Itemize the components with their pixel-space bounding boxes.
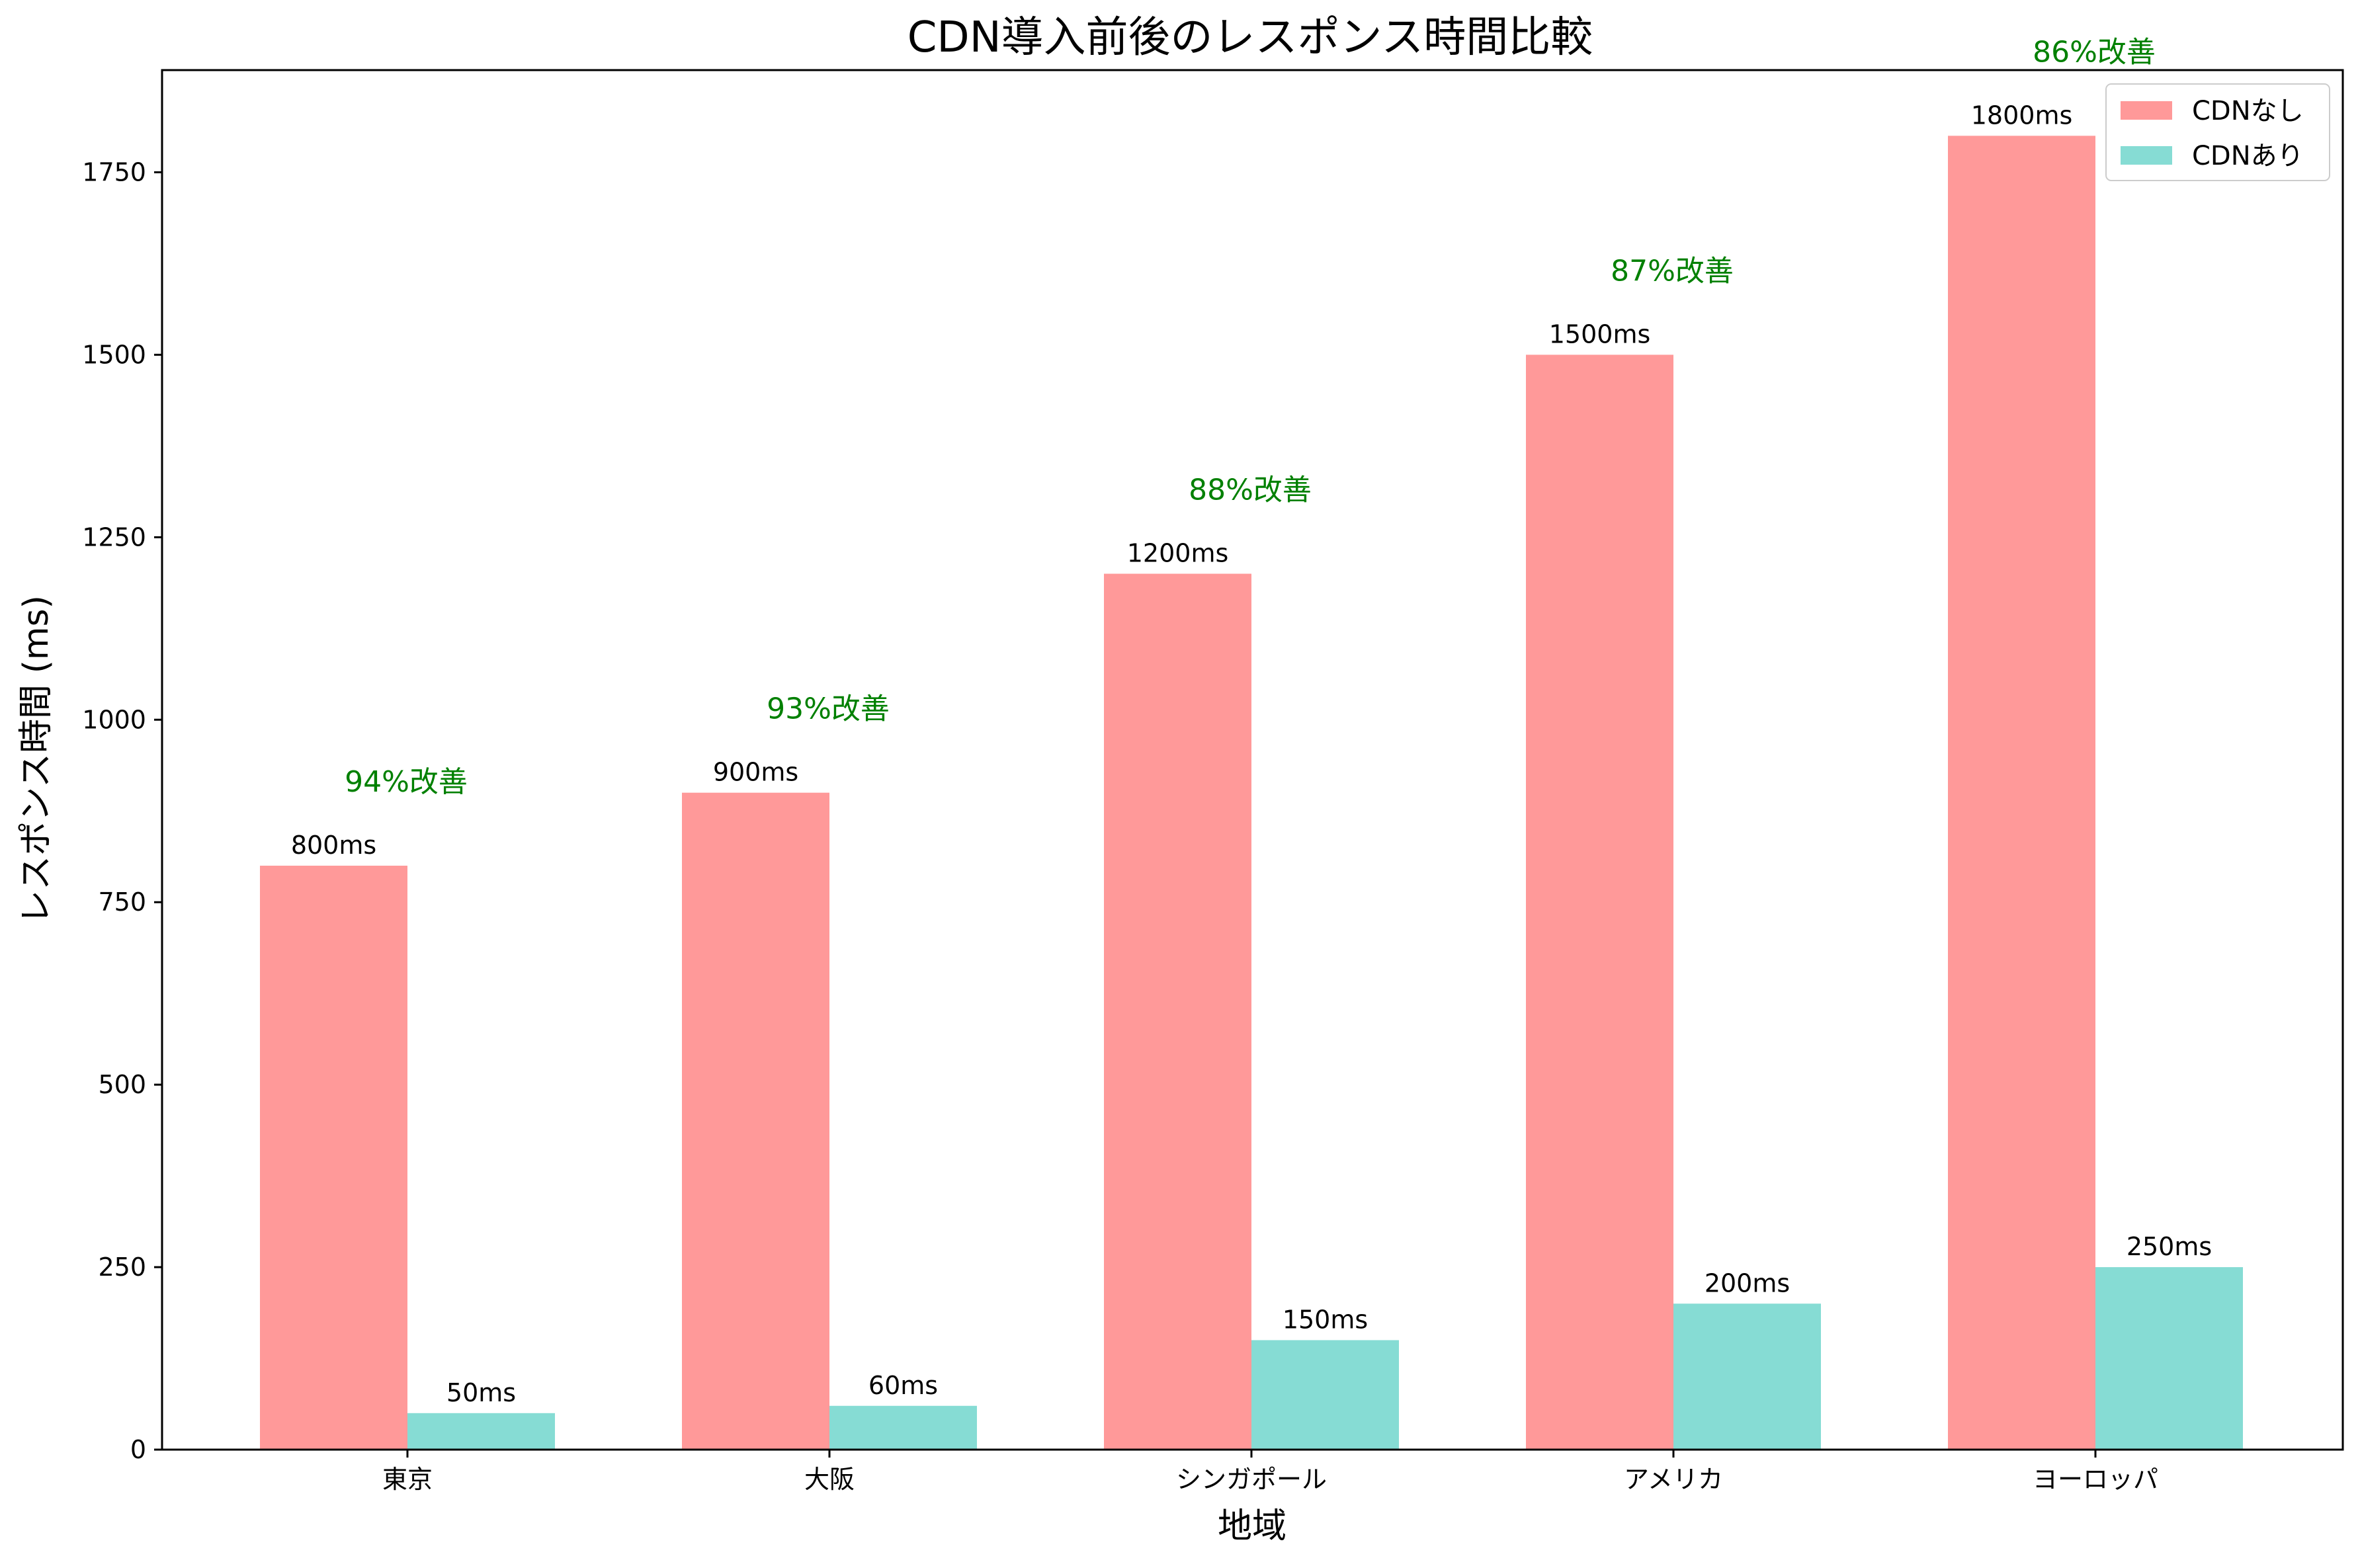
legend-label-with-cdn: CDNあり: [2192, 141, 2304, 171]
y-axis: 0 250 500 750 1000 1250 1500 1750: [82, 158, 162, 1464]
x-axis-title: 地域: [1218, 1506, 1286, 1546]
bar-without-cdn: [260, 866, 407, 1450]
bar-without-cdn: [682, 792, 829, 1450]
chart-title: CDN導入前後のレスポンス時間比較: [907, 13, 1593, 62]
value-label-with-cdn: 60ms: [868, 1371, 938, 1400]
bar-without-cdn: [1104, 573, 1251, 1450]
value-label-without-cdn: 1200ms: [1127, 539, 1229, 568]
y-tick-label: 500: [98, 1070, 146, 1099]
bar-without-cdn: [1526, 354, 1673, 1450]
bar-with-cdn: [1251, 1340, 1399, 1450]
y-tick-label: 250: [98, 1253, 146, 1282]
bar-with-cdn: [2095, 1267, 2243, 1450]
bar-with-cdn: [1673, 1303, 1821, 1450]
value-label-without-cdn: 900ms: [713, 758, 798, 787]
legend-swatch-without-cdn: [2121, 101, 2172, 120]
x-tick-label: アメリカ: [1624, 1465, 1723, 1494]
bar-with-cdn: [829, 1405, 977, 1450]
value-label-without-cdn: 800ms: [291, 831, 376, 860]
value-label-without-cdn: 1500ms: [1549, 319, 1651, 349]
y-tick-label: 1500: [82, 340, 146, 369]
legend-swatch-with-cdn: [2121, 146, 2172, 165]
legend-label-without-cdn: CDNなし: [2192, 96, 2304, 126]
bar-without-cdn: [1948, 136, 2095, 1450]
x-tick-label: シンガポール: [1176, 1465, 1327, 1494]
improvement-annotation: 94%改善: [345, 765, 468, 799]
x-tick-label: ヨーロッパ: [2033, 1465, 2158, 1494]
x-tick-label: 東京: [382, 1465, 433, 1494]
improvement-annotation: 88%改善: [1189, 474, 1312, 507]
value-label-without-cdn: 1800ms: [1971, 101, 2073, 130]
bar-with-cdn: [407, 1413, 555, 1450]
y-tick-label: 750: [98, 887, 146, 917]
labels-layer: 800ms 50ms 94%改善 900ms 60ms 93%改善 1200ms 150ms 8…: [291, 35, 2212, 1407]
y-tick-label: 1250: [82, 522, 146, 552]
value-label-with-cdn: 50ms: [446, 1378, 516, 1407]
value-label-with-cdn: 250ms: [2127, 1232, 2212, 1261]
value-label-with-cdn: 150ms: [1283, 1305, 1368, 1334]
improvement-annotation: 93%改善: [767, 692, 890, 726]
improvement-annotation: 87%改善: [1611, 254, 1734, 288]
y-tick-label: 1750: [82, 158, 146, 187]
x-axis: 東京 大阪 シンガポール アメリカ ヨーロッパ: [382, 1450, 2158, 1494]
bars-layer: [260, 136, 2243, 1450]
x-tick-label: 大阪: [804, 1465, 855, 1494]
improvement-annotation: 86%改善: [2033, 35, 2156, 69]
y-axis-title: レスポンス時間 (ms): [17, 595, 56, 925]
legend: CDNなし CDNあり: [2105, 83, 2330, 181]
value-label-with-cdn: 200ms: [1705, 1268, 1790, 1298]
y-tick-label: 1000: [82, 705, 146, 734]
y-tick-label: 0: [130, 1435, 146, 1464]
